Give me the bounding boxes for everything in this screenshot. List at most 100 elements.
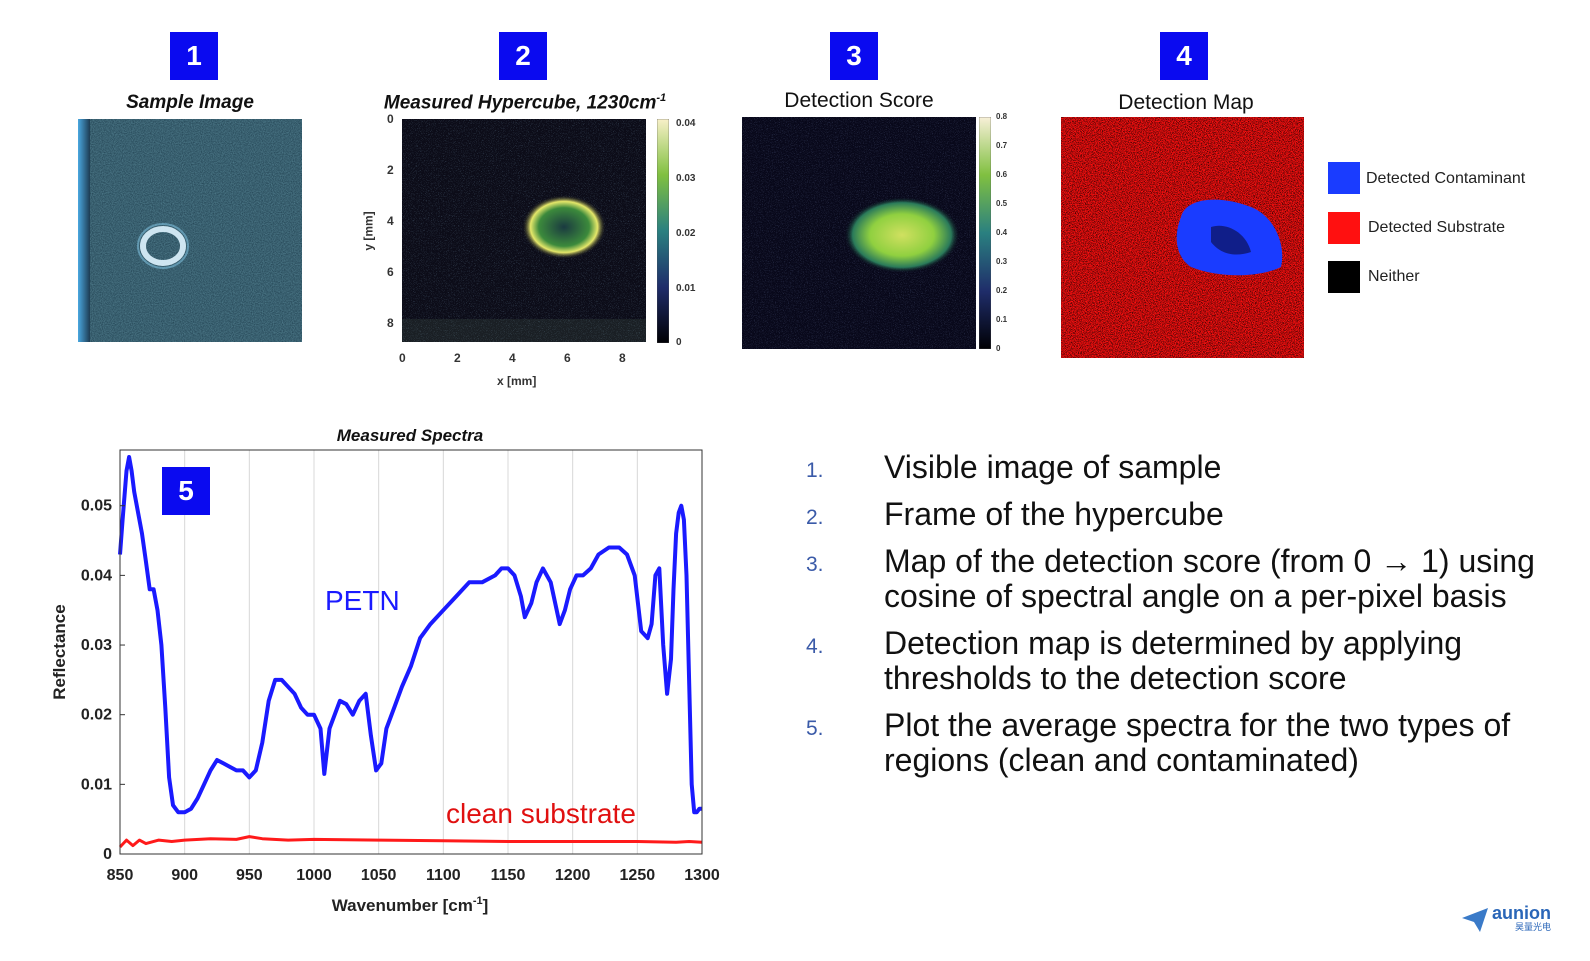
x-tick-label: 1150 [491,867,526,884]
score-colorbar-tick: 0.7 [996,141,1008,150]
hypercube-colorbar-tick: 0.04 [676,118,696,129]
legend-label-neither: Neither [1368,268,1420,285]
detection-score-colorbar [979,117,991,349]
y-tick-label: 0.04 [81,567,112,584]
list-item-number: 3. [806,553,824,576]
panel-1-number: 1 [170,32,218,80]
score-colorbar-tick: 0.2 [996,286,1008,295]
hypercube-colorbar-tick: 0 [676,337,682,348]
hypercube-colorbar-tick: 0.01 [676,283,696,294]
hypercube-ytick: 2 [387,163,394,177]
hypercube-colorbar-tick: 0.02 [676,228,696,239]
list-item-text: Frame of the hypercube [884,496,1224,532]
x-tick-label: 1300 [684,867,720,884]
chart-xlabel: Wavenumber [cm-1] [332,895,489,915]
chart-ticks: 850 900 950 1000 1050 1100 1150 1200 1250 1300 0 0.… [81,498,720,884]
chart-title: Measured Spectra [337,426,483,445]
x-tick-label: 1050 [361,867,397,884]
list-item-text: Detection map is determined by applying … [884,625,1463,696]
panel-3-number: 3 [830,32,878,80]
chart-xlabel-sup: -1 [473,895,483,907]
y-tick-label: 0 [103,846,112,863]
panel-2-title: Measured Hypercube, 1230cm-1 [360,92,690,114]
hypercube-colorbar [657,119,669,343]
list-item: 5. Plot the average spectra for the two t… [806,708,1566,778]
paper-plane-icon [1462,908,1488,932]
brand-logo-text-group: aunion 昊量光电 [1492,903,1551,934]
chart-ylabel: Reflectance [50,604,69,699]
legend-swatch-contaminant [1328,162,1360,194]
legend-swatch-neither [1328,261,1360,293]
score-colorbar-tick: 0.4 [996,228,1008,237]
y-tick-label: 0.05 [81,498,112,515]
y-tick-label: 0.02 [81,707,112,724]
hypercube-ytick: 6 [387,265,394,279]
panel-2-title-text: Measured Hypercube, 1230cm [383,92,657,114]
score-colorbar-tick: 0.8 [996,112,1008,121]
list-item-text: Plot the average spectra for the two typ… [884,707,1511,778]
y-tick-label: 0.01 [81,776,112,793]
x-tick-label: 950 [236,867,263,884]
measured-spectra-chart: Measured Spectra 850 900 950 1000 1050 1100 11… [50,426,720,915]
score-colorbar-tick: 0 [996,344,1001,353]
brand-logo-subtext: 昊量光电 [1514,922,1551,932]
chart-xlabel-text: Wavenumber [cm [332,896,473,915]
hypercube-ytick: 4 [387,214,394,228]
x-tick-label: 850 [107,867,134,884]
annotation-petn: PETN [325,585,400,616]
hypercube-xtick: 8 [619,351,626,365]
hypercube-frame-image [402,119,646,342]
panel-2-number: 2 [499,32,547,80]
brand-logo: aunion 昊量光电 [1460,903,1551,934]
list-item: 3. Map of the detection score (from 0 → 1… [806,544,1566,614]
x-tick-label: 1000 [296,867,332,884]
sample-image [78,119,302,342]
panel-5-number: 5 [162,467,210,515]
y-tick-label: 0.03 [81,637,112,654]
panel-2-title-sup: -1 [656,92,667,104]
detection-score-image [742,117,976,349]
hypercube-xlabel: x [mm] [497,374,537,388]
score-colorbar-tick: 0.6 [996,170,1008,179]
hypercube-xtick: 0 [399,351,406,365]
detection-map-image [1061,117,1304,358]
x-tick-label: 900 [171,867,198,884]
x-tick-label: 1100 [426,867,461,884]
panel-4-title: Detection Map [1118,91,1254,114]
list-item-text: Visible image of sample [884,449,1222,485]
legend-label-contaminant: Detected Contaminant [1366,170,1526,187]
description-list: 1. Visible image of sample 2. Frame of the… [806,450,1566,790]
hypercube-xtick: 4 [509,351,516,365]
score-colorbar-tick: 0.5 [996,199,1008,208]
score-colorbar-tick: 0.1 [996,315,1008,324]
hypercube-xtick: 6 [564,351,571,365]
score-colorbar-tick: 0.3 [996,257,1008,266]
legend-swatch-substrate [1328,212,1360,244]
chart-series [118,455,703,849]
list-item-number: 2. [806,506,824,529]
x-tick-label: 1200 [555,867,591,884]
list-item-number: 1. [806,459,824,482]
hypercube-ytick: 0 [387,112,394,126]
list-item-number: 4. [806,635,824,658]
list-item-text: Map of the detection score (from 0 → 1) … [884,543,1535,614]
list-item-number: 5. [806,717,824,740]
panel-3-title: Detection Score [784,89,934,112]
panel-1-title: Sample Image [126,92,254,113]
hypercube-ytick: 8 [387,316,394,330]
list-item: 2. Frame of the hypercube [806,497,1566,532]
annotation-clean-substrate: clean substrate [446,798,636,829]
hypercube-xtick: 2 [454,351,461,365]
x-tick-label: 1250 [620,867,656,884]
list-item: 4. Detection map is determined by applyin… [806,626,1566,696]
series-line-clean-substrate [118,835,703,849]
hypercube-colorbar-tick: 0.03 [676,173,696,184]
plot-frame [119,449,703,855]
chart-grid [184,450,638,854]
brand-logo-text: aunion [1492,903,1551,923]
legend-label-substrate: Detected Substrate [1368,219,1505,236]
list-item: 1. Visible image of sample [806,450,1566,485]
panel-4-number: 4 [1160,32,1208,80]
hypercube-ylabel: y [mm] [361,211,376,251]
series-line-petn [118,455,702,815]
